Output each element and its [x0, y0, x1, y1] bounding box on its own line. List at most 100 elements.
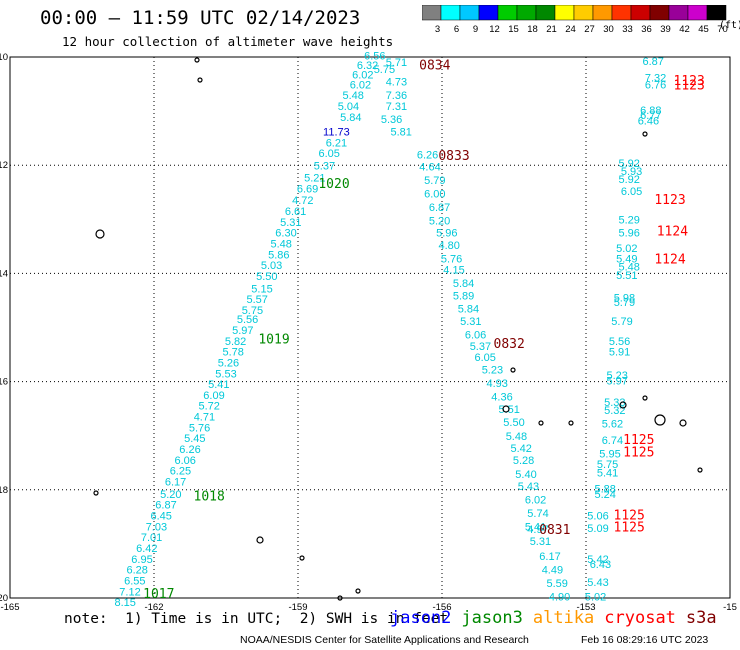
wave-height-label: 8.15	[114, 597, 135, 609]
wave-height-label: 6.56	[364, 51, 385, 63]
wave-height-label: 6.02	[350, 79, 371, 91]
wave-height-label: 6.61	[285, 206, 306, 218]
y-tick-label: -12	[0, 160, 8, 171]
wave-height-label: 6.09	[203, 390, 224, 402]
wave-height-label: 5.59	[546, 578, 567, 590]
wave-height-label: 5.98	[614, 293, 635, 305]
wave-height-label: 6.87	[429, 202, 450, 214]
wave-height-label: 5.09	[587, 523, 608, 535]
wave-height-label: 4.97	[527, 524, 548, 536]
wave-height-label: 5.91	[609, 347, 630, 359]
pass-time-label: 0833	[438, 149, 469, 164]
x-tick-label: -153	[576, 602, 595, 613]
credit-line: NOAA/NESDIS Center for Satellite Applica…	[240, 634, 529, 646]
wave-height-label: 5.41	[597, 467, 618, 479]
wave-height-label: 5.96	[618, 228, 639, 240]
wave-height-label: 5.97	[232, 325, 253, 337]
wave-height-label: 6.06	[465, 329, 486, 341]
x-tick-label: -165	[0, 602, 19, 613]
x-tick-label: -162	[144, 602, 163, 613]
wave-height-label: 4.15	[443, 264, 464, 276]
wave-height-label: 5.48	[506, 431, 527, 443]
wave-height-label: 6.55	[124, 575, 145, 587]
wave-height-label: 5.75	[374, 64, 395, 76]
wave-height-label: 5.24	[594, 489, 615, 501]
island-outline	[654, 414, 666, 426]
wave-height-label: 6.74	[602, 435, 623, 447]
wave-height-label: 5.57	[246, 294, 267, 306]
chart-title: 00:00 – 11:59 UTC 02/14/2023	[40, 7, 361, 29]
colorbar-tick-label: 21	[546, 24, 557, 35]
wave-height-label: 5.50	[256, 271, 277, 283]
wave-height-label: 4.49	[542, 565, 563, 577]
wave-height-label: 5.96	[436, 228, 457, 240]
wave-height-label: 6.17	[539, 551, 560, 563]
pass-time-label: 0832	[494, 337, 525, 352]
wave-height-label: 6.87	[155, 500, 176, 512]
wave-height-label: 5.48	[270, 238, 291, 250]
wave-height-label: 6.05	[318, 148, 339, 160]
wave-height-label: 5.32	[604, 405, 625, 417]
pass-time-label: 0831	[539, 523, 570, 538]
satellite-legend-jason2: jason2	[390, 608, 452, 628]
wave-height-label: 5.15	[251, 283, 272, 295]
island-outline	[256, 536, 264, 544]
wave-height-label: 11.73	[323, 126, 350, 138]
wave-height-label: 6.77	[640, 110, 661, 122]
wave-height-label: 7.12	[119, 586, 140, 598]
island-outline	[619, 401, 627, 409]
wave-height-label: 5.76	[189, 422, 210, 434]
wave-height-label: 5.62	[602, 419, 623, 431]
wave-height-label: 5.41	[525, 521, 546, 533]
wave-height-label: 5.49	[616, 254, 637, 266]
wave-height-label: 5.04	[338, 101, 359, 113]
y-tick-label: -16	[0, 377, 8, 388]
y-tick-label: -14	[0, 268, 8, 279]
pass-time-label: 1125	[623, 445, 654, 460]
island-outline	[538, 420, 544, 426]
wave-height-label: 5.88	[594, 484, 615, 496]
wave-height-label: 5.89	[453, 290, 474, 302]
wave-height-label: 6.45	[150, 511, 171, 523]
colorbar-tick-label: 9	[473, 24, 478, 35]
wave-height-label: 6.42	[136, 543, 157, 555]
wave-height-label: 5.31	[280, 217, 301, 229]
satellite-legend: jason2 jason3 altika cryosat s3a	[390, 608, 727, 628]
wave-height-label: 5.43	[587, 577, 608, 589]
wave-height-label: 5.02	[585, 592, 606, 604]
wave-height-label: 5.02	[616, 243, 637, 255]
wave-height-label: 5.21	[304, 172, 325, 184]
island-outline	[355, 588, 361, 594]
pass-time-label: 0834	[419, 58, 450, 73]
wave-height-label: 5.84	[458, 303, 479, 315]
wave-height-label: 5.28	[513, 455, 534, 467]
wave-height-label: 5.78	[222, 347, 243, 359]
generation-timestamp: Feb 16 08:29:16 UTC 2023	[581, 634, 709, 646]
wave-height-label: 4.73	[386, 77, 407, 89]
island-outline	[95, 229, 105, 239]
y-tick-label: -20	[0, 593, 8, 604]
colorbar-tick-label: 3	[435, 24, 440, 35]
wave-height-label: 5.26	[218, 357, 239, 369]
wave-height-label: 6.26	[417, 150, 438, 162]
wave-height-label: 5.79	[424, 175, 445, 187]
island-outline	[642, 131, 648, 137]
wave-height-label: 6.43	[590, 559, 611, 571]
wave-height-label: 5.71	[386, 57, 407, 69]
wave-height-label: 6.88	[640, 105, 661, 117]
wave-height-label: 4.36	[491, 392, 512, 404]
wave-height-label: 6.32	[357, 60, 378, 72]
wave-height-label: 5.43	[518, 481, 539, 493]
wave-height-label: 5.97	[606, 375, 627, 387]
colorbar-tick-label: 45	[698, 24, 709, 35]
footnote: note: 1) Time is in UTC; 2) SWH is in fe…	[64, 611, 449, 627]
wave-height-label: 5.56	[237, 314, 258, 326]
wave-height-label: 7.32	[645, 72, 666, 84]
wave-height-label: 5.23	[606, 370, 627, 382]
wave-height-label: 6.95	[131, 554, 152, 566]
wave-height-label: 5.50	[503, 417, 524, 429]
colorbar-unit: (ft)	[719, 20, 740, 31]
pass-time-label: 1123	[654, 193, 685, 208]
wave-height-label: 4.72	[292, 195, 313, 207]
